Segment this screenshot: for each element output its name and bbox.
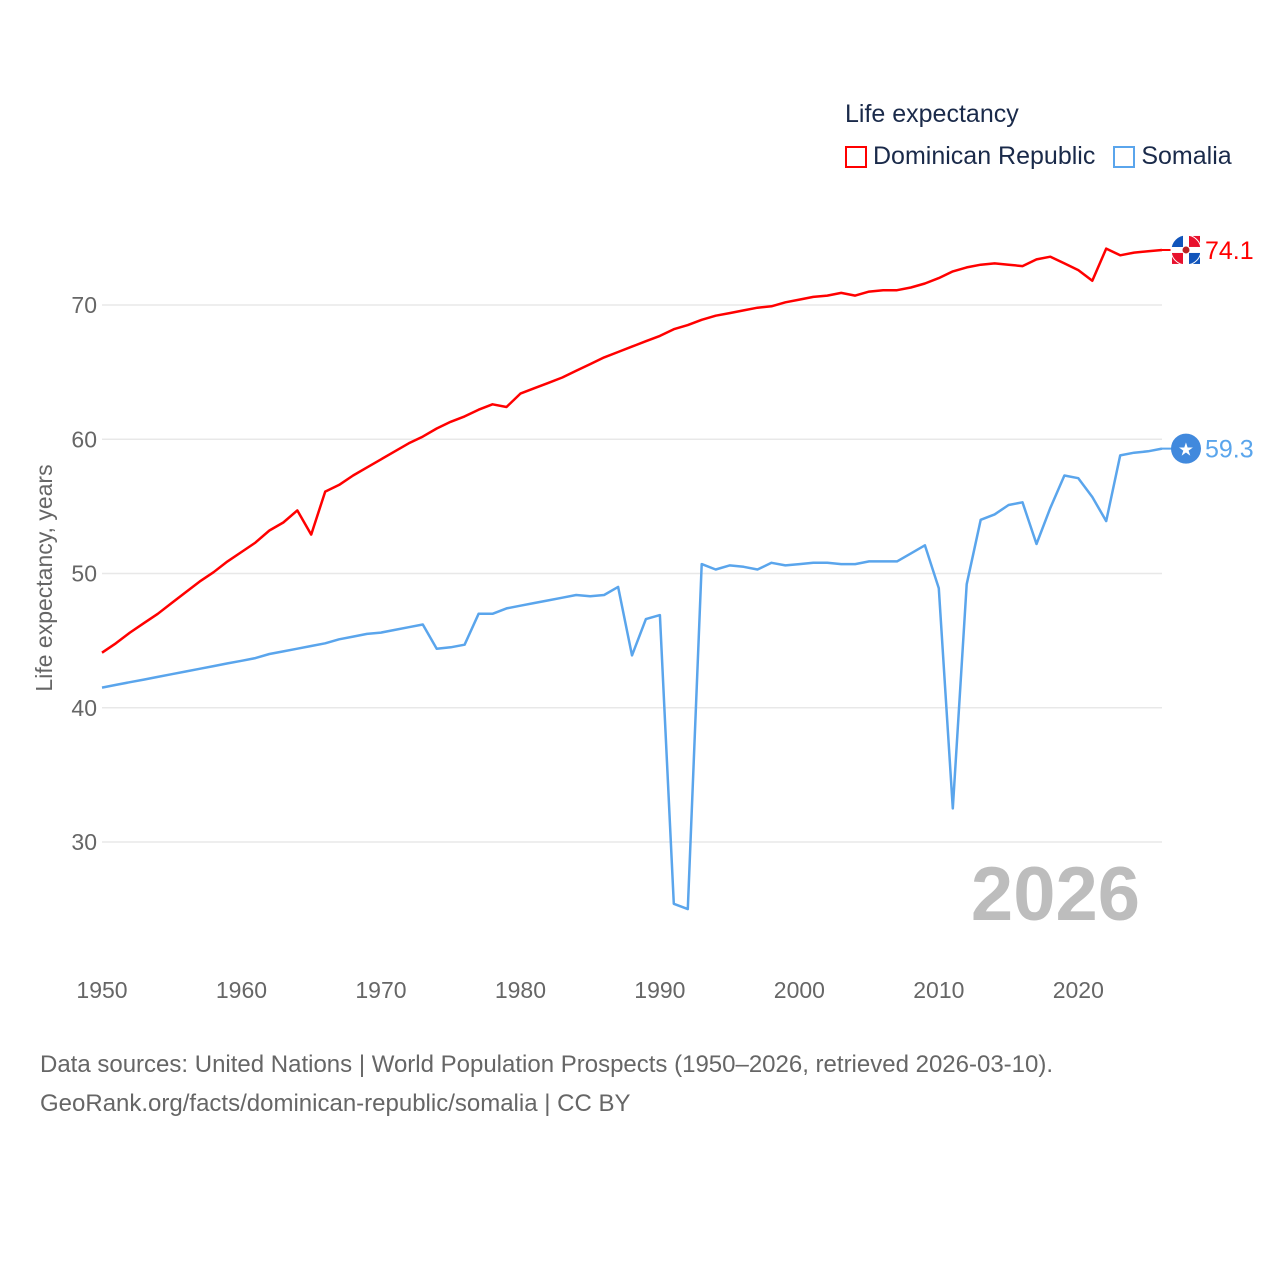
legend-title: Life expectancy bbox=[845, 100, 1019, 128]
x-tick-label: 2020 bbox=[1053, 977, 1104, 1003]
flag-emblem bbox=[1182, 246, 1190, 254]
x-tick-label: 1950 bbox=[76, 977, 127, 1003]
flag-quarter bbox=[1189, 252, 1200, 264]
y-tick-label: 60 bbox=[71, 426, 97, 452]
end-value-label: 59.3 bbox=[1205, 436, 1254, 464]
flag-quarter bbox=[1189, 235, 1200, 247]
year-watermark: 2026 bbox=[971, 852, 1140, 937]
legend: Dominican Republic Somalia bbox=[845, 142, 1232, 171]
legend-item-dominican-republic[interactable]: Dominican Republic bbox=[845, 142, 1095, 171]
y-tick-label: 40 bbox=[71, 695, 97, 721]
source-link[interactable]: GeoRank.org/facts/dominican-republic/som… bbox=[40, 1090, 631, 1117]
series-line-somalia bbox=[101, 447, 1163, 911]
source-line: Data sources: United Nations | World Pop… bbox=[40, 1051, 1054, 1078]
source-note: Data sources: United Nations | World Pop… bbox=[40, 1045, 1053, 1123]
legend-item-somalia[interactable]: Somalia bbox=[1113, 142, 1232, 171]
x-tick-label: 1960 bbox=[216, 977, 267, 1003]
legend-label: Somalia bbox=[1141, 142, 1232, 170]
x-tick-label: 1990 bbox=[634, 977, 685, 1003]
legend-swatch bbox=[845, 145, 867, 168]
star-icon: ★ bbox=[1178, 440, 1194, 460]
y-tick-label: 50 bbox=[71, 561, 97, 587]
y-tick-label: 70 bbox=[71, 292, 97, 318]
x-tick-label: 1970 bbox=[355, 977, 406, 1003]
y-tick-label: 30 bbox=[71, 829, 97, 855]
x-tick-label: 1980 bbox=[495, 977, 546, 1003]
somalia-flag-icon bbox=[1171, 433, 1201, 464]
series-line-dominican-republic bbox=[101, 247, 1163, 654]
y-axis-label: Life expectancy, years bbox=[31, 464, 57, 691]
flag-quarter bbox=[1171, 234, 1186, 250]
legend-label: Dominican Republic bbox=[873, 142, 1096, 170]
x-tick-label: 2000 bbox=[774, 977, 825, 1003]
x-tick-label: 2010 bbox=[913, 977, 964, 1003]
flag-quarter bbox=[1172, 252, 1183, 264]
legend-swatch bbox=[1113, 145, 1136, 168]
end-value-label: 74.1 bbox=[1205, 237, 1254, 265]
flag-border bbox=[1170, 234, 1202, 266]
